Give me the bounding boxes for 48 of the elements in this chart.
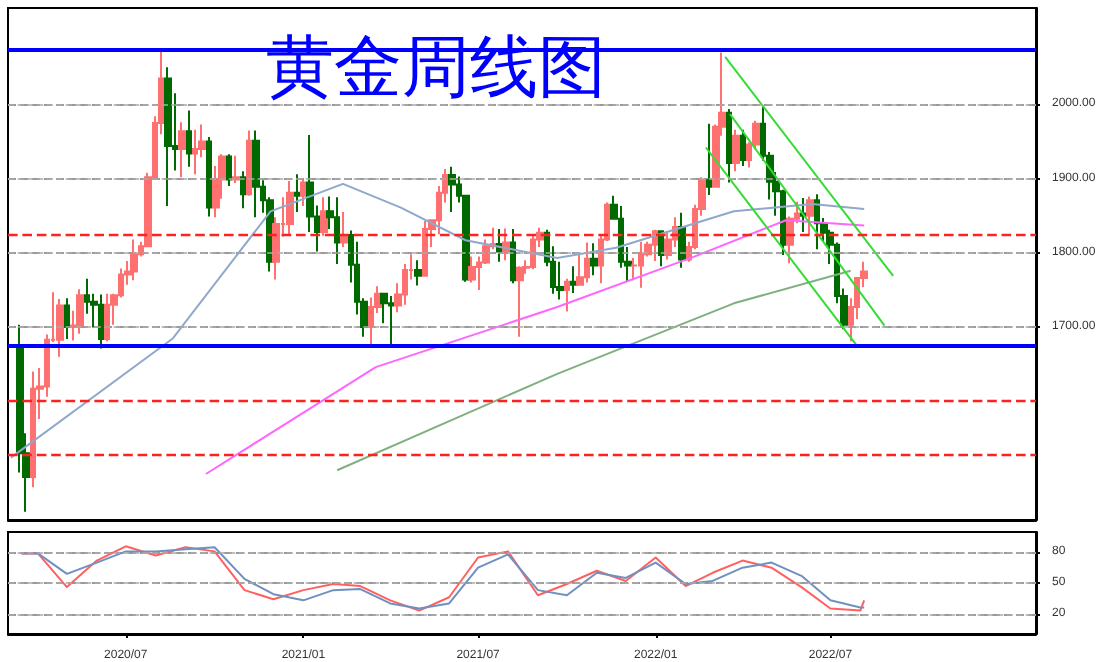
candlestick xyxy=(496,228,502,263)
candlestick xyxy=(320,196,328,237)
candlestick xyxy=(340,211,348,248)
candlestick xyxy=(300,177,306,208)
candlestick xyxy=(740,128,746,168)
candlestick xyxy=(638,240,644,289)
candlestick xyxy=(252,129,260,219)
candlestick xyxy=(130,238,138,282)
candlestick xyxy=(652,228,658,263)
candlestick xyxy=(164,66,172,208)
candlestick xyxy=(186,109,192,168)
candlestick xyxy=(76,288,84,335)
candlestick xyxy=(448,165,456,214)
candlestick xyxy=(732,128,740,173)
line-series xyxy=(204,219,866,475)
candlestick xyxy=(422,219,428,278)
line-series xyxy=(336,269,852,472)
candlestick xyxy=(726,107,732,184)
candlestick xyxy=(516,265,524,338)
candlestick xyxy=(530,234,536,271)
candlestick xyxy=(706,122,712,196)
line-series xyxy=(9,182,866,459)
candlestick xyxy=(800,196,806,234)
candlestick xyxy=(104,292,110,343)
candlestick xyxy=(510,228,516,285)
candlestick xyxy=(584,241,590,284)
candlestick xyxy=(206,136,212,218)
candlestick xyxy=(570,265,578,294)
candlestick xyxy=(64,297,70,340)
candlestick xyxy=(414,259,422,287)
candlestick xyxy=(192,128,198,176)
candlestick xyxy=(806,195,814,236)
candlestick xyxy=(564,277,570,313)
candlestick xyxy=(590,242,598,277)
candlestick xyxy=(232,154,240,185)
candlestick xyxy=(98,293,104,350)
candlestick xyxy=(468,255,476,284)
candlestick xyxy=(178,121,186,179)
candlestick xyxy=(286,179,294,237)
candlestick xyxy=(388,294,394,346)
candlestick xyxy=(294,173,300,214)
candlestick xyxy=(334,196,340,265)
candlestick xyxy=(56,297,64,358)
candlestick xyxy=(246,129,252,197)
candlestick xyxy=(226,153,232,188)
candlestick xyxy=(678,211,686,269)
candlestick xyxy=(30,370,36,489)
candlestick xyxy=(240,170,246,210)
